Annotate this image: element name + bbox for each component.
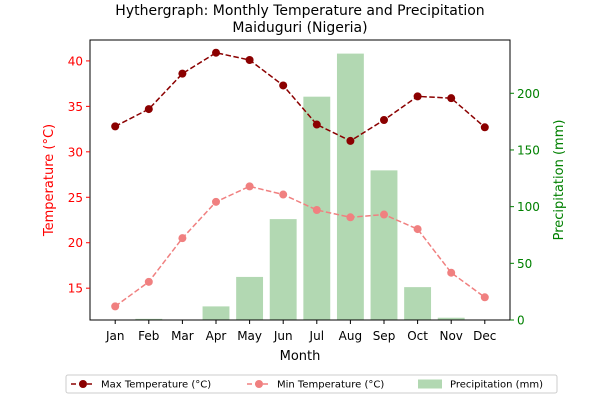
- legend-precip-label: Precipitation (mm): [450, 380, 543, 391]
- x-tick-label-aug: Aug: [339, 329, 362, 343]
- max-temp-line: [114, 51, 486, 142]
- x-tick-label-apr: Apr: [206, 329, 227, 343]
- y-left-tick-label-35: 35: [68, 100, 83, 114]
- y-axis-left: 15 20 25 30 35 40: [68, 54, 90, 296]
- x-axis-label: Month: [280, 349, 321, 364]
- max-temp-point-jul: [312, 120, 321, 129]
- precipitation-bars: [135, 53, 465, 320]
- precip-bar-jun: [269, 219, 297, 320]
- precip-bar-nov: [437, 317, 465, 320]
- x-axis: Jan Feb Mar Apr May Jun Jul Aug Sep Oct Nov Dec: [105, 320, 496, 343]
- min-temp-point-aug: [346, 213, 355, 222]
- x-tick-label-jul: Jul: [309, 329, 324, 343]
- temperature-lines: [111, 48, 489, 311]
- y-left-tick-label-40: 40: [68, 54, 83, 68]
- x-tick-label-dec: Dec: [473, 329, 496, 343]
- min-temp-point-oct: [413, 225, 422, 234]
- min-temp-line: [114, 185, 486, 307]
- min-temp-point-may: [245, 182, 254, 191]
- min-temp-point-jun: [279, 190, 288, 199]
- min-temp-point-dec: [480, 293, 489, 302]
- precip-bar-sep: [370, 170, 398, 320]
- y-right-tick-label-200: 200: [517, 87, 540, 101]
- max-temp-point-aug: [346, 136, 355, 145]
- chart-title-line2: Maiduguri (Nigeria): [232, 20, 367, 36]
- plot-frame: [89, 39, 511, 321]
- chart-title-line1: Hythergraph: Monthly Temperature and Pre…: [115, 3, 484, 19]
- legend: Max Temperature (°C) Min Temperature (°C…: [65, 374, 558, 394]
- max-temp-point-feb: [144, 105, 153, 114]
- legend-min-marker: [255, 380, 263, 388]
- max-temp-point-nov: [447, 94, 456, 103]
- y-left-tick-label-15: 15: [68, 282, 83, 296]
- x-tick-label-may: May: [237, 329, 262, 343]
- x-tick-label-nov: Nov: [439, 329, 462, 343]
- max-temp-point-dec: [480, 123, 489, 132]
- max-temp-point-mar: [178, 69, 187, 78]
- y-right-tick-label-0: 0: [517, 314, 525, 328]
- precip-bar-feb: [135, 318, 163, 320]
- x-tick-label-jun: Jun: [273, 329, 293, 343]
- min-temp-point-apr: [212, 197, 220, 206]
- x-tick-label-jan: Jan: [105, 329, 125, 343]
- x-tick-label-sep: Sep: [373, 329, 396, 343]
- legend-max-marker: [79, 380, 87, 388]
- max-temp-point-apr: [212, 48, 220, 57]
- legend-min-label: Min Temperature (°C): [277, 380, 384, 391]
- y-left-tick-label-25: 25: [68, 191, 83, 205]
- min-temp-point-feb: [144, 277, 153, 286]
- y-right-tick-label-50: 50: [517, 257, 532, 271]
- legend-precip-swatch: [418, 379, 442, 389]
- min-temp-point-sep: [380, 210, 388, 219]
- min-temp-point-jul: [312, 206, 321, 214]
- y-right-tick-label-100: 100: [517, 200, 540, 214]
- y-axis-right: 0 50 100 150 200: [510, 87, 540, 328]
- max-temp-point-jan: [111, 122, 120, 131]
- precip-bar-aug: [336, 53, 364, 320]
- x-tick-label-mar: Mar: [171, 329, 194, 343]
- legend-max-label: Max Temperature (°C): [101, 380, 211, 391]
- max-temp-point-sep: [380, 116, 388, 124]
- precip-bar-oct: [404, 287, 432, 320]
- max-temp-point-oct: [413, 92, 422, 101]
- precip-bar-may: [236, 276, 264, 320]
- x-tick-label-feb: Feb: [138, 329, 159, 343]
- max-temp-point-jun: [279, 81, 288, 90]
- y-left-tick-label-20: 20: [68, 236, 83, 250]
- y-right-tick-label-150: 150: [517, 143, 540, 157]
- y-axis-right-label: Precipitation (mm): [552, 120, 567, 241]
- y-axis-left-label: Temperature (°C): [42, 124, 57, 237]
- x-tick-label-oct: Oct: [407, 329, 428, 343]
- min-temp-point-mar: [178, 234, 187, 243]
- min-temp-point-jan: [111, 302, 120, 311]
- precip-bar-apr: [202, 306, 230, 320]
- y-left-tick-label-30: 30: [68, 145, 83, 159]
- max-temp-point-may: [245, 56, 254, 64]
- min-temp-point-nov: [447, 268, 456, 277]
